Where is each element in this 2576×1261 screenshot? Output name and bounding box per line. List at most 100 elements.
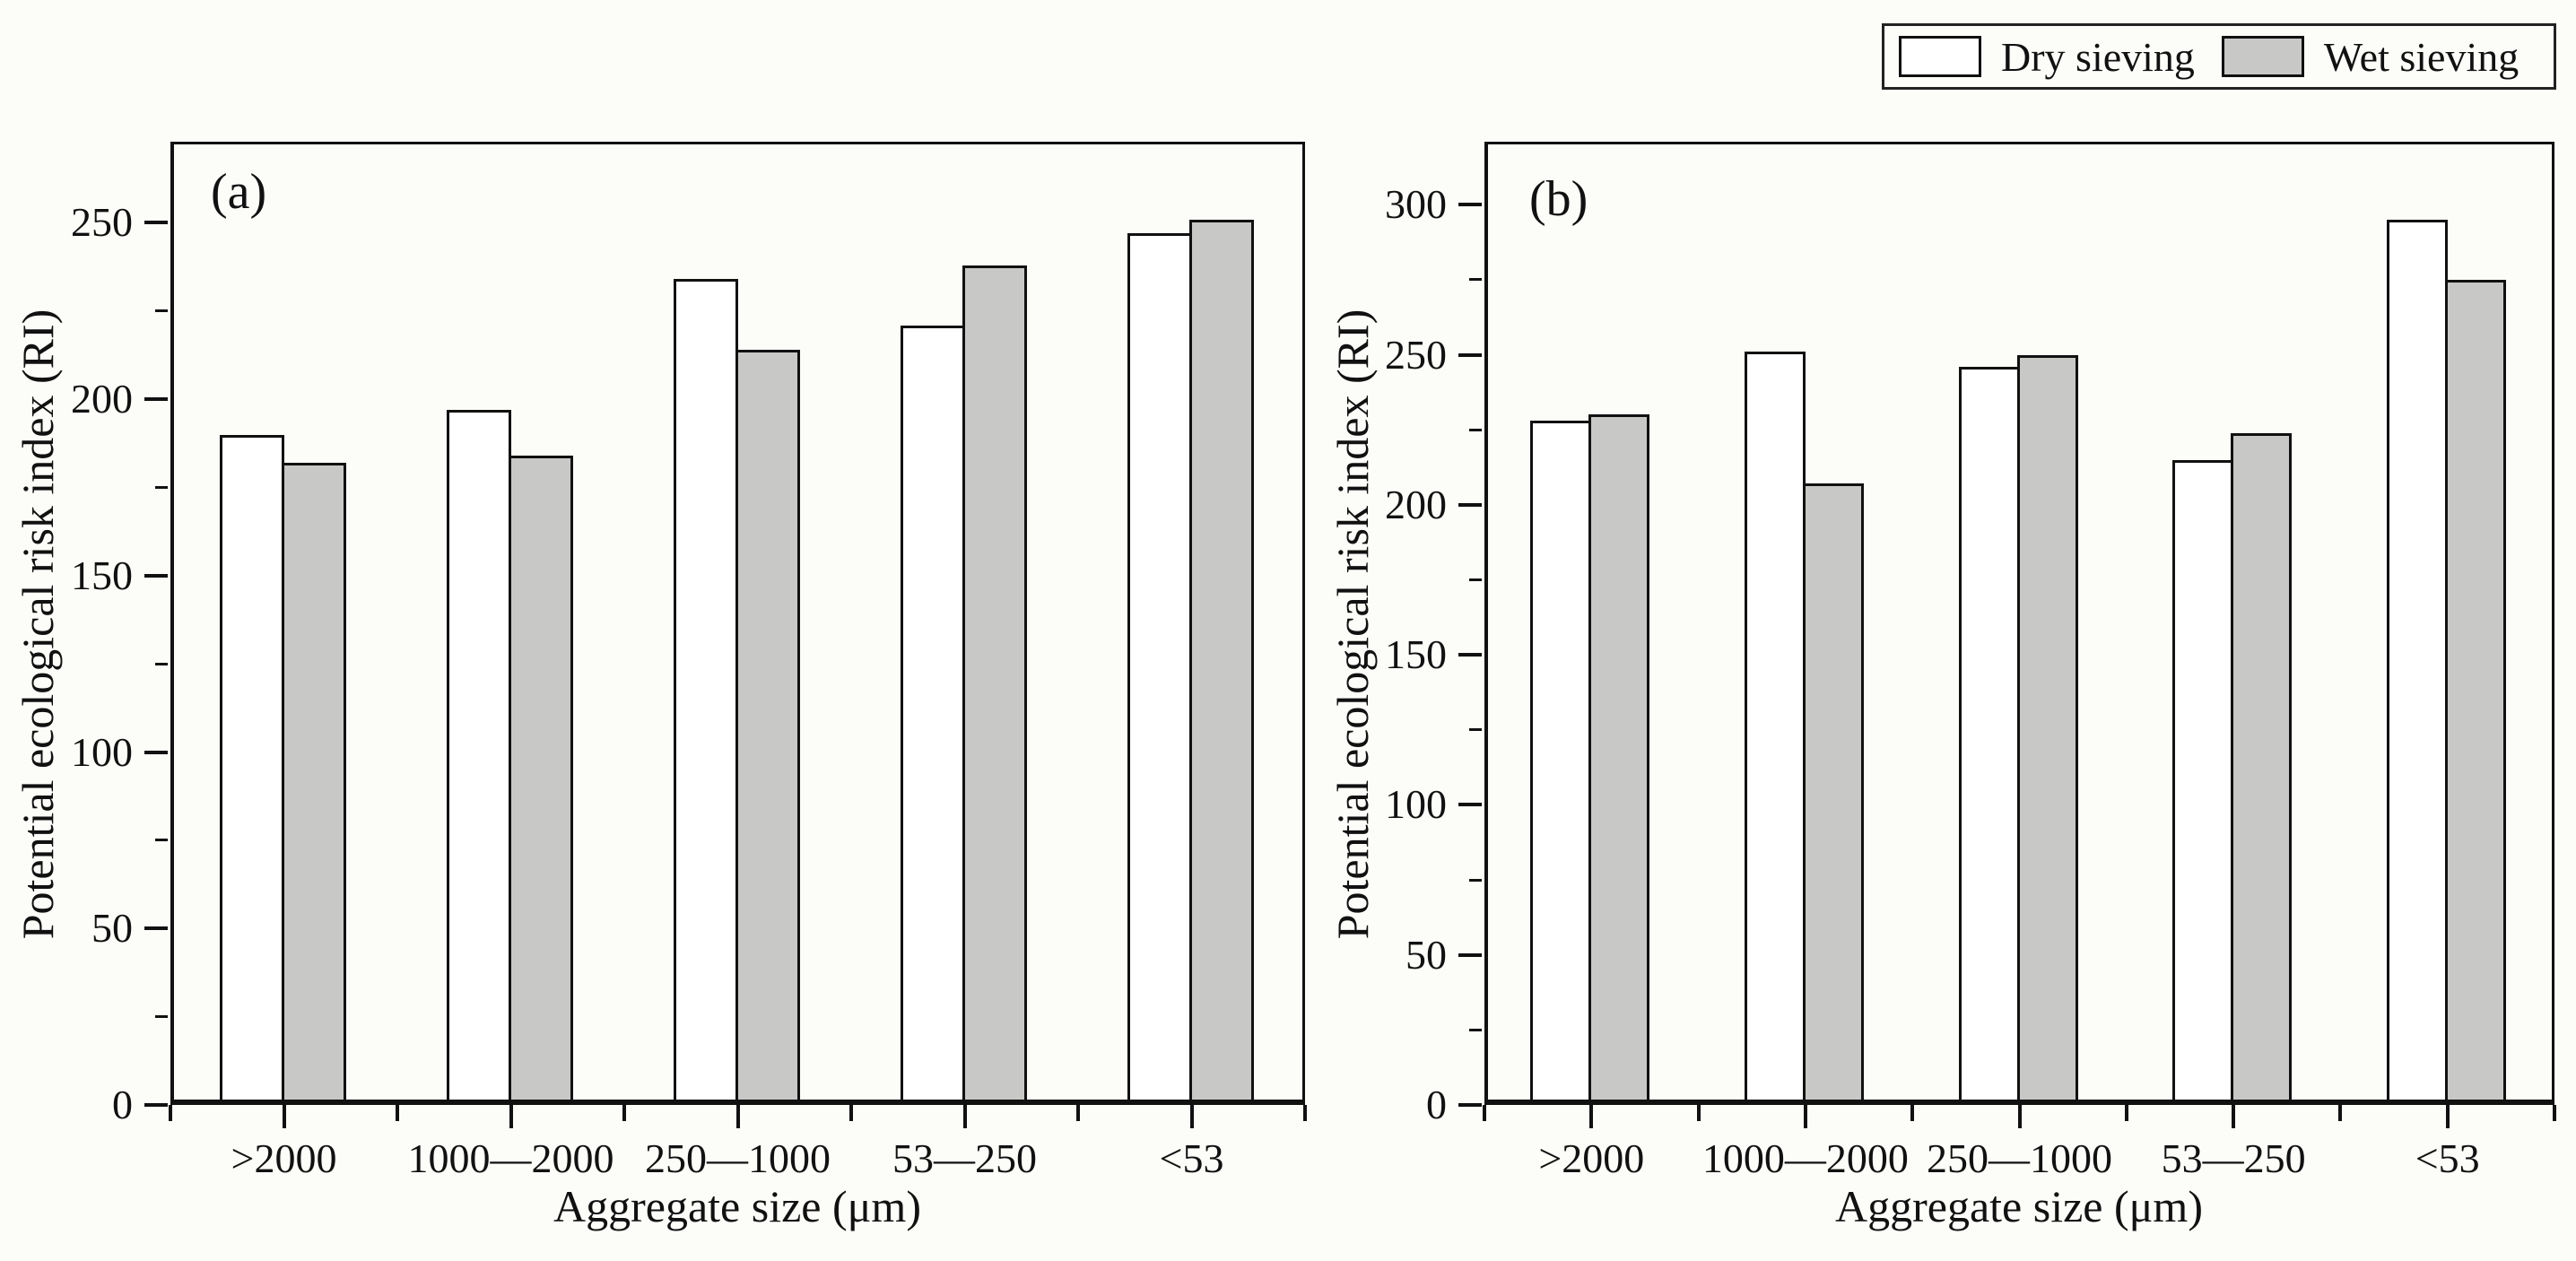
y-tick-label: 200 (1385, 481, 1447, 527)
y-minor-tick (155, 309, 168, 313)
bar-wet-3 (735, 350, 800, 1105)
y-major-tick (1458, 952, 1482, 957)
y-tick-label: 0 (1426, 1082, 1447, 1127)
bar-dry-2 (446, 409, 511, 1105)
x-major-tick (735, 1105, 740, 1128)
plot-frame-right (2552, 142, 2554, 1105)
x-major-tick (2232, 1105, 2236, 1128)
y-tick-label: 150 (1385, 631, 1447, 678)
y-tick-label: 200 (71, 376, 133, 422)
x-tick-label: 1000—2000 (1701, 1135, 1909, 1181)
plot-area-a: 0 50 100 150 200 250 >2000 1000—2000 250—1000 53—… (71, 142, 1307, 1181)
x-major-tick (2017, 1105, 2022, 1128)
bar-wet-4 (962, 265, 1027, 1105)
x-minor-tick (2553, 1105, 2556, 1121)
bar-wet-2 (1802, 483, 1864, 1105)
bar-wet-5 (2444, 279, 2506, 1105)
y-tick-label: 250 (1385, 331, 1447, 378)
plot-area-b: 0 50 100 150 200 250 300 >2000 1000—2000 250—1000… (1385, 142, 2556, 1181)
y-major-tick (144, 397, 168, 402)
y-axis-title-a: Potential ecological risk index (RI) (13, 309, 63, 940)
x-tick-label: <53 (1159, 1135, 1224, 1181)
x-tick-label: 53—250 (2161, 1135, 2306, 1181)
bar-wet-5 (1188, 219, 1254, 1105)
bar-dry-5 (1127, 233, 1192, 1105)
y-tick-label: 50 (1405, 931, 1447, 978)
x-minor-tick (2124, 1105, 2128, 1121)
bar-wet-1 (1588, 414, 1650, 1105)
x-minor-tick (622, 1105, 626, 1121)
x-major-tick (2445, 1105, 2450, 1128)
y-major-tick (144, 1103, 168, 1107)
y-axis-line (1484, 142, 1488, 1105)
y-major-tick (144, 221, 168, 225)
y-major-tick (1458, 653, 1482, 657)
x-minor-tick (1696, 1105, 1701, 1121)
bar-dry-3 (673, 279, 738, 1105)
x-tick-label: 1000—2000 (407, 1135, 614, 1181)
y-minor-tick (155, 486, 168, 490)
y-minor-tick (1469, 428, 1482, 431)
y-tick-label: 100 (71, 728, 133, 775)
panel-letter-a: (a) (211, 164, 267, 220)
x-major-tick (1189, 1105, 1194, 1128)
y-tick-label: 0 (112, 1082, 133, 1127)
bar-dry-3 (1958, 366, 2020, 1105)
plot-frame-top (170, 142, 1305, 144)
y-major-tick (144, 750, 168, 754)
y-minor-tick (1469, 1028, 1482, 1031)
bar-wet-1 (281, 463, 346, 1105)
x-axis-line (170, 1100, 1305, 1105)
y-minor-tick (1469, 278, 1482, 282)
x-minor-tick (1303, 1105, 1307, 1121)
legend-swatch-dry (1899, 36, 1981, 77)
y-tick-label: 50 (91, 905, 133, 952)
x-tick-label: 250—1000 (1927, 1135, 2112, 1181)
legend-label-dry: Dry sieving (2001, 33, 2195, 80)
x-axis-title-a: Aggregate size (μm) (553, 1181, 921, 1231)
bar-dry-1 (219, 434, 284, 1105)
x-tick-label: >2000 (1538, 1135, 1645, 1181)
y-major-tick (144, 573, 168, 578)
y-major-tick (1458, 1103, 1482, 1107)
x-tick-label: >2000 (231, 1135, 337, 1181)
bar-wet-2 (508, 456, 573, 1105)
x-minor-tick (396, 1105, 399, 1121)
x-axis-line (1484, 1100, 2554, 1105)
x-major-tick (1589, 1105, 1594, 1128)
x-axis-title-b: Aggregate size (μm) (1835, 1181, 2203, 1231)
plot-frame-right (1302, 142, 1305, 1105)
bar-dry-4 (900, 325, 965, 1105)
y-minor-tick (155, 662, 168, 665)
x-major-tick (282, 1105, 286, 1128)
x-major-tick (1803, 1105, 1807, 1128)
x-minor-tick (1483, 1105, 1486, 1121)
y-minor-tick (155, 839, 168, 842)
x-tick-label: 53—250 (892, 1135, 1037, 1181)
y-tick-label: 100 (1385, 781, 1447, 828)
bar-wet-4 (2231, 432, 2293, 1105)
y-major-tick (1458, 803, 1482, 807)
x-minor-tick (1076, 1105, 1080, 1121)
y-minor-tick (1469, 878, 1482, 882)
legend-swatch-wet (2221, 36, 2304, 77)
legend-label-wet: Wet sieving (2323, 33, 2519, 80)
x-minor-tick (1910, 1105, 1915, 1121)
x-major-tick (509, 1105, 513, 1128)
y-minor-tick (1469, 728, 1482, 732)
y-major-tick (1458, 502, 1482, 507)
y-axis-line (170, 142, 174, 1105)
y-major-tick (144, 926, 168, 931)
x-major-tick (962, 1105, 967, 1128)
y-minor-tick (1469, 578, 1482, 581)
bar-dry-1 (1530, 421, 1592, 1105)
y-tick-label: 250 (71, 199, 133, 246)
y-major-tick (1458, 352, 1482, 357)
y-minor-tick (155, 1015, 168, 1019)
bar-wet-3 (2016, 354, 2078, 1105)
bar-dry-5 (2386, 219, 2448, 1105)
x-tick-label: <53 (2415, 1135, 2480, 1181)
x-minor-tick (2338, 1105, 2343, 1121)
bar-dry-2 (1744, 352, 1806, 1105)
